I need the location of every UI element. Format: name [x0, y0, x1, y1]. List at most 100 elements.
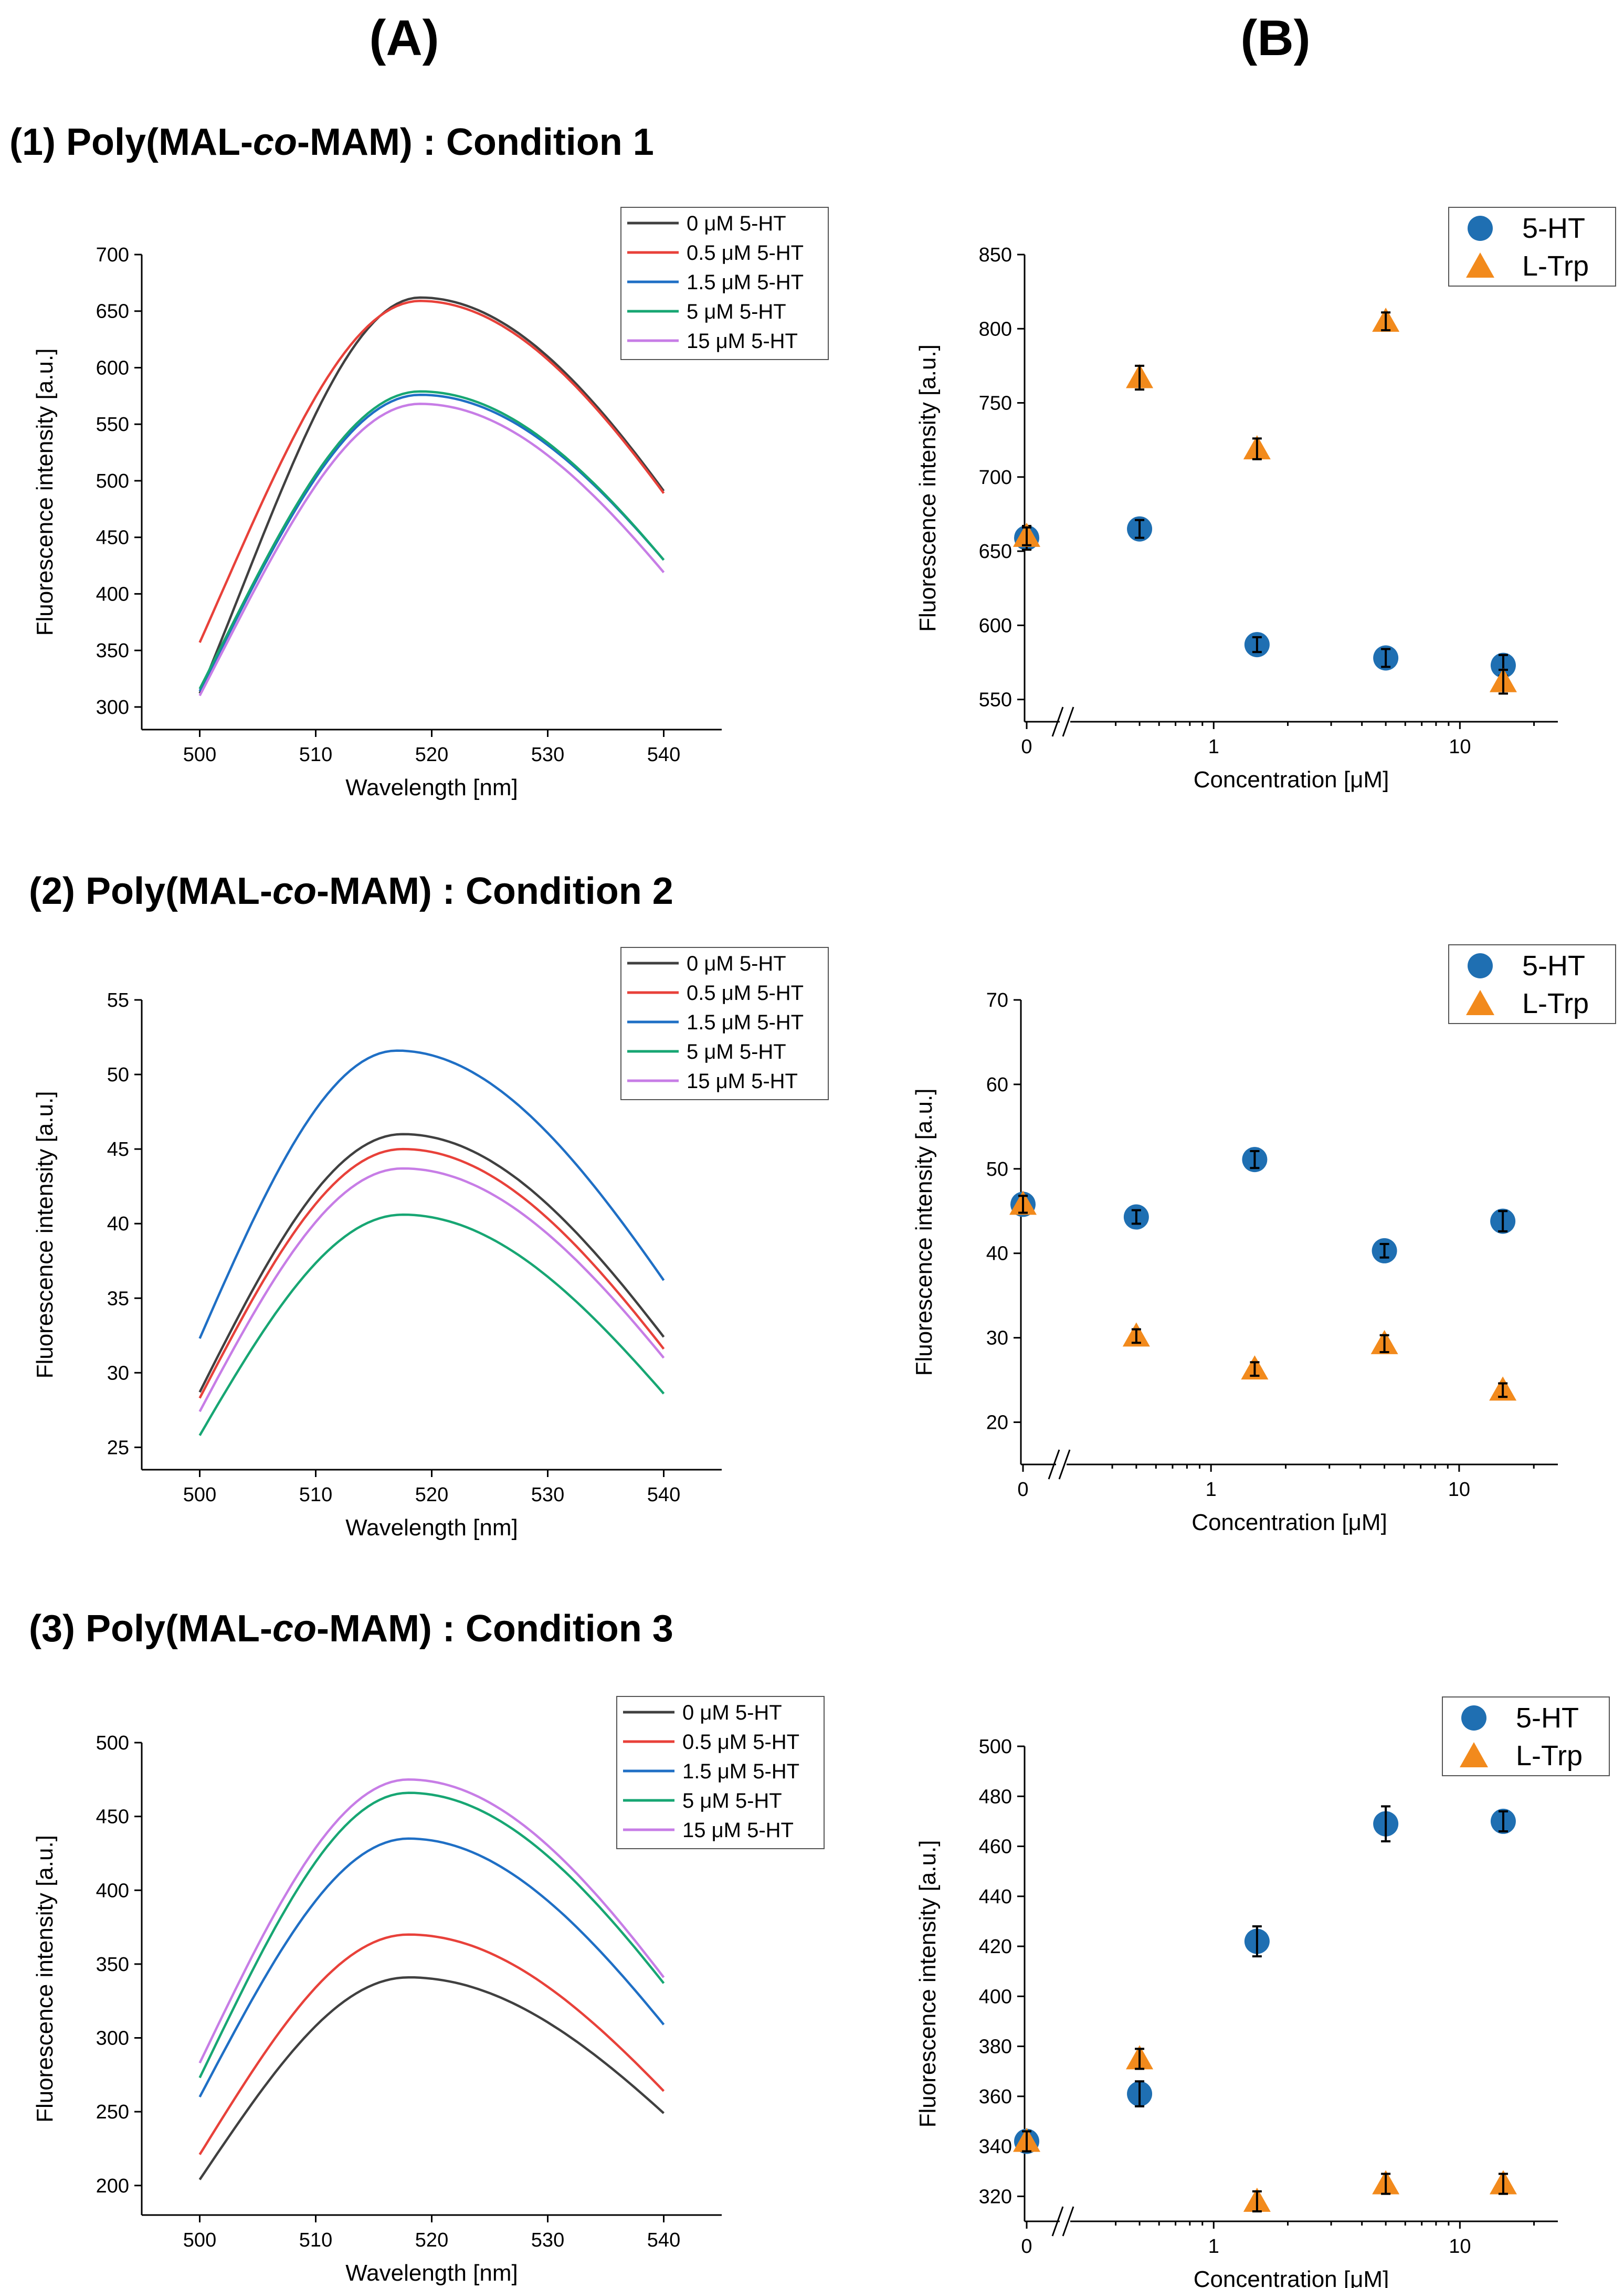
plot-b1-error-bar	[1252, 437, 1262, 460]
plot-a1-y-tick-label: 650	[96, 301, 129, 323]
plot-b1-y-tick-label: 850	[979, 244, 1012, 266]
plot-b1-y-tick-label: 650	[979, 541, 1012, 563]
plot-a2-series-line	[198, 1213, 665, 1436]
plot-a2-x-tick-label: 510	[299, 1484, 332, 1506]
plot-b1-y-tick-label: 600	[979, 615, 1012, 637]
plot-b1-error-bar	[1381, 311, 1391, 332]
plot-a1-legend-label: 5 μM 5-HT	[687, 300, 786, 323]
plot-a1-y-axis-title: Fluorescence intensity [a.u.]	[32, 349, 58, 636]
plot-a1-series-line	[198, 393, 665, 692]
plot-b2-legend-marker-ltrp	[1466, 990, 1494, 1015]
plot-a2-legend-label: 15 μM 5-HT	[687, 1070, 798, 1093]
plot-a2-legend-label: 0 μM 5-HT	[687, 952, 786, 975]
plot-b3-y-tick-label: 480	[979, 1786, 1012, 1808]
plot-b2-error-bar	[1379, 1334, 1389, 1353]
plot-b1-y-axis-title: Fluorescence intensity [a.u.]	[915, 344, 941, 632]
plot-a1-series-line	[198, 390, 665, 690]
plot-b2-y-tick-label: 40	[986, 1243, 1008, 1265]
plot-b3-error-bar	[1022, 2130, 1031, 2153]
plot-a1-y-tick-label: 600	[96, 357, 129, 379]
plot-a3-x-axis-title: Wavelength [nm]	[345, 2260, 518, 2286]
plot-b1-y-tick-label: 750	[979, 393, 1012, 415]
plot-a2-y-tick-label: 25	[107, 1437, 129, 1459]
plot-a3-series-line	[198, 1976, 665, 2180]
plot-b2-axis-break	[1058, 1449, 1071, 1480]
plot-a3-x-tick-label: 500	[183, 2229, 216, 2251]
plot-a3-y-axis-title: Fluorescence intensity [a.u.]	[32, 1835, 58, 2123]
plot-b2-y-axis-title: Fluorescence intensity [a.u.]	[911, 1089, 937, 1376]
plot-b2-error-bar	[1250, 1150, 1260, 1169]
plot-b1-axis-break	[1062, 707, 1074, 737]
plot-a3-x-tick-label: 540	[647, 2229, 680, 2251]
plot-a1-legend-label: 0 μM 5-HT	[687, 212, 786, 235]
plot-b1-legend-marker-ltrp	[1466, 252, 1494, 278]
plot-b3-axis-break	[1051, 2206, 1064, 2237]
plot-a3-y-tick-label: 500	[96, 1732, 129, 1754]
plot-a3-y-tick-label: 200	[96, 2175, 129, 2197]
plot-a3-legend	[616, 1696, 825, 1849]
plot-b2-error-bar	[1250, 1361, 1260, 1377]
plot-a2-x-tick-label: 540	[647, 1484, 680, 1506]
plot-b1-x-tick-label: 1	[1208, 736, 1219, 758]
plot-a1-y-tick-label: 700	[96, 244, 129, 266]
plot-b3-error-bar	[1498, 2173, 1508, 2195]
plot-b3-error-bar	[1135, 2048, 1145, 2070]
plot-a2-legend-label: 0.5 μM 5-HT	[687, 982, 804, 1005]
plot-b1-axis-break	[1051, 707, 1064, 737]
plot-a3-series-line	[198, 1778, 665, 2064]
plot-a1-x-tick-label: 530	[531, 744, 564, 766]
plot-a1-x-axis-title: Wavelength [nm]	[345, 775, 518, 800]
plot-a3-legend-label: 5 μM 5-HT	[682, 1789, 782, 1812]
plot-a2-x-axis-title: Wavelength [nm]	[345, 1515, 518, 1541]
plot-b3-error-bar	[1252, 2190, 1262, 2212]
plot-b3-x-tick-label: 0	[1021, 2236, 1032, 2258]
plot-a1-y-tick-label: 350	[96, 640, 129, 662]
plot-b1-y-tick-label: 800	[979, 318, 1012, 340]
plot-b1-error-bar	[1022, 526, 1031, 546]
plot-b3-legend-label: 5-HT	[1516, 1702, 1579, 1734]
plot-a2-series-line	[198, 1167, 665, 1412]
plot-a1-y-tick-label: 400	[96, 583, 129, 605]
plot-a2-y-axis-title: Fluorescence intensity [a.u.]	[32, 1091, 58, 1379]
plot-b3-y-tick-label: 400	[979, 1986, 1012, 2008]
plot-a1-y-tick-label: 450	[96, 527, 129, 549]
plot-b3-y-tick-label: 420	[979, 1936, 1012, 1958]
row-title-3: (3) Poly(MAL-co-MAM) : Condition 3	[29, 1608, 673, 1650]
plot-b2-y-tick-label: 50	[986, 1158, 1008, 1180]
plot-b1-error-bar	[1381, 648, 1391, 668]
plot-b3-legend-label: L-Trp	[1516, 1740, 1583, 1772]
column-header-b: (B)	[1240, 10, 1310, 66]
plot-a1-legend-label: 15 μM 5-HT	[687, 330, 798, 353]
plot-a3-y-tick-label: 350	[96, 1954, 129, 1976]
plots: 300350400450500550600650700Fluorescence …	[32, 207, 1616, 2288]
plot-b2-y-tick-label: 20	[986, 1412, 1008, 1434]
plot-b1-legend-label: 5-HT	[1522, 213, 1585, 244]
plot-b3-y-tick-label: 340	[979, 2136, 1012, 2158]
plot-a3-legend-label: 0.5 μM 5-HT	[682, 1731, 799, 1754]
plot-a3-y-tick-label: 250	[96, 2101, 129, 2123]
plot-a3-series-line	[198, 1837, 665, 2098]
row-title-2: (2) Poly(MAL-co-MAM) : Condition 2	[29, 870, 673, 912]
plot-b1-error-bar	[1252, 636, 1262, 653]
plot-b3-y-tick-label: 440	[979, 1886, 1012, 1908]
plot-b2-x-tick-label: 1	[1206, 1479, 1217, 1501]
plot-b2-y-tick-label: 30	[986, 1327, 1008, 1349]
plot-a2-y-tick-label: 35	[107, 1288, 129, 1310]
plot-b3-x-tick-label: 10	[1449, 2236, 1471, 2258]
plot-a1-legend	[620, 207, 829, 360]
plot-a1-y-tick-label: 500	[96, 470, 129, 492]
plot-b3-legend-marker-ltrp	[1460, 1742, 1488, 1767]
plot-b1-y-tick-label: 700	[979, 467, 1012, 489]
plot-a2-x-tick-label: 520	[415, 1484, 448, 1506]
plot-a3-x-tick-label: 530	[531, 2229, 564, 2251]
plot-a1-legend-label: 1.5 μM 5-HT	[687, 271, 804, 294]
plot-a3-x-tick-label: 520	[415, 2229, 448, 2251]
plot-b2-y-tick-label: 60	[986, 1074, 1008, 1096]
plot-a2-legend-label: 1.5 μM 5-HT	[687, 1011, 804, 1034]
plot-a1-y-tick-label: 300	[96, 697, 129, 719]
column-header-a: (A)	[369, 10, 439, 66]
plot-b3-y-axis-title: Fluorescence intensity [a.u.]	[915, 1840, 941, 2128]
plot-b2-error-bar	[1131, 1209, 1141, 1225]
plot-b1-error-bar	[1135, 519, 1145, 539]
plot-b3-y-tick-label: 320	[979, 2186, 1012, 2208]
